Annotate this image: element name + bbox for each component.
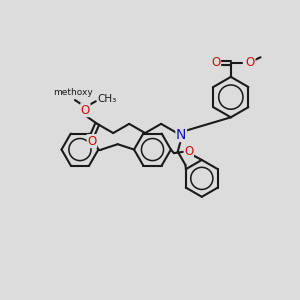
Text: methoxy: methoxy xyxy=(54,88,93,97)
Text: CH₃: CH₃ xyxy=(97,94,116,104)
Text: N: N xyxy=(176,128,186,142)
Text: O: O xyxy=(246,56,255,69)
Text: O: O xyxy=(184,145,194,158)
Text: O: O xyxy=(212,56,220,69)
Text: O: O xyxy=(87,135,97,148)
Text: O: O xyxy=(81,104,90,117)
